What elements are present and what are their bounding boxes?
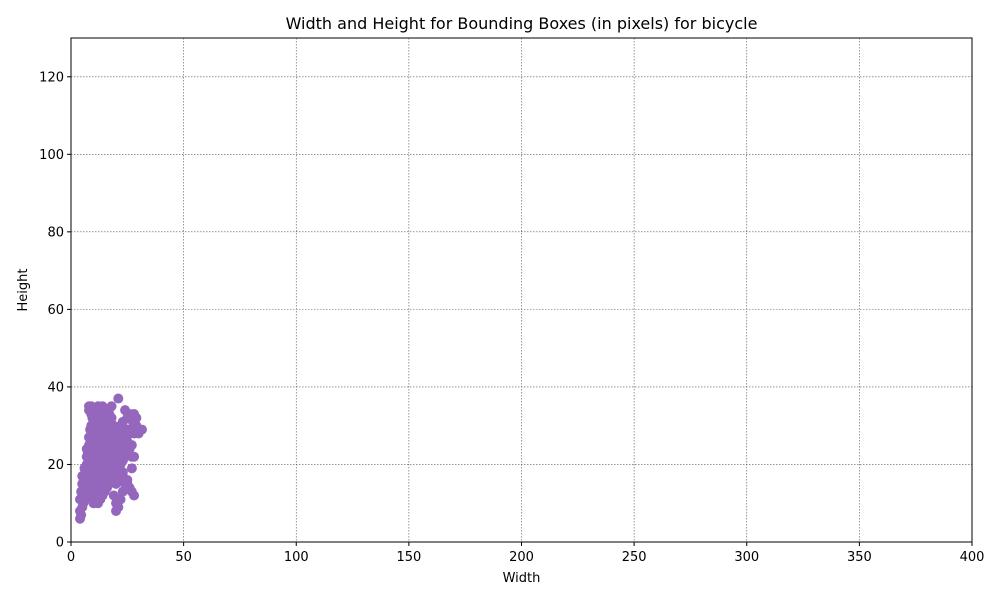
y-axis-label: Height <box>16 269 31 312</box>
x-axis-ticks: 0 50 100 150 200 250 300 350 400 <box>67 542 985 565</box>
data-point <box>136 424 147 435</box>
x-tick-label: 300 <box>734 550 759 565</box>
grid-lines <box>71 38 972 542</box>
x-tick-label: 150 <box>396 550 421 565</box>
data-point <box>106 412 117 423</box>
x-tick-label: 50 <box>175 550 192 565</box>
y-tick-label: 60 <box>47 303 64 318</box>
data-point <box>129 490 140 501</box>
y-tick-label: 80 <box>47 225 64 240</box>
data-point <box>129 451 140 462</box>
x-tick-label: 250 <box>622 550 647 565</box>
data-point <box>113 502 124 513</box>
y-tick-label: 120 <box>39 70 64 85</box>
y-tick-label: 100 <box>39 148 64 163</box>
data-point <box>126 440 137 451</box>
data-point <box>113 393 124 404</box>
x-tick-label: 400 <box>960 550 985 565</box>
y-tick-label: 40 <box>47 380 64 395</box>
data-point <box>76 509 87 520</box>
data-point <box>126 463 137 474</box>
x-tick-label: 0 <box>67 550 75 565</box>
data-point <box>131 412 142 423</box>
x-tick-label: 100 <box>284 550 309 565</box>
chart-title: Width and Height for Bounding Boxes (in … <box>286 14 758 33</box>
x-tick-label: 200 <box>509 550 534 565</box>
y-axis-ticks: 0 20 40 60 80 100 120 <box>39 70 71 551</box>
data-points <box>75 393 147 524</box>
y-tick-label: 20 <box>47 458 64 473</box>
data-point <box>115 494 126 505</box>
data-point <box>106 401 117 412</box>
x-tick-label: 350 <box>847 550 872 565</box>
x-axis-label: Width <box>503 571 541 586</box>
y-tick-label: 0 <box>56 536 64 551</box>
